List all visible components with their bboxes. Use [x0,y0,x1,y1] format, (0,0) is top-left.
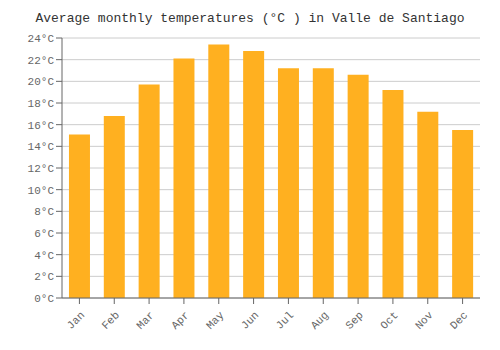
svg-text:18°C: 18°C [28,98,55,110]
svg-text:Sep: Sep [343,309,365,331]
svg-text:Jan: Jan [65,309,87,331]
svg-text:2°C: 2°C [34,271,54,283]
svg-text:10°C: 10°C [28,185,55,197]
svg-text:22°C: 22°C [28,55,55,67]
svg-text:Feb: Feb [100,309,122,331]
svg-text:Oct: Oct [378,309,400,331]
svg-text:May: May [204,309,227,332]
svg-text:8°C: 8°C [34,206,54,218]
svg-text:0°C: 0°C [34,293,54,305]
html-text:Average monthly temperatures (: Average monthly temperatures (°C ) in Va… [35,11,465,26]
svg-text:6°C: 6°C [34,228,54,240]
svg-text:Mar: Mar [134,309,156,331]
svg-text:Jun: Jun [239,309,261,331]
svg-text:24°C: 24°C [28,33,55,45]
svg-text:20°C: 20°C [28,76,55,88]
svg-text:4°C: 4°C [34,250,54,262]
svg-text:Dec: Dec [448,309,470,331]
svg-text:Nov: Nov [413,309,436,332]
svg-text:12°C: 12°C [28,163,55,175]
svg-text:16°C: 16°C [28,120,55,132]
svg-text:Jul: Jul [274,309,296,331]
svg-text:Apr: Apr [169,309,191,331]
svg-text:14°C: 14°C [28,141,55,153]
svg-text:Aug: Aug [309,309,331,331]
